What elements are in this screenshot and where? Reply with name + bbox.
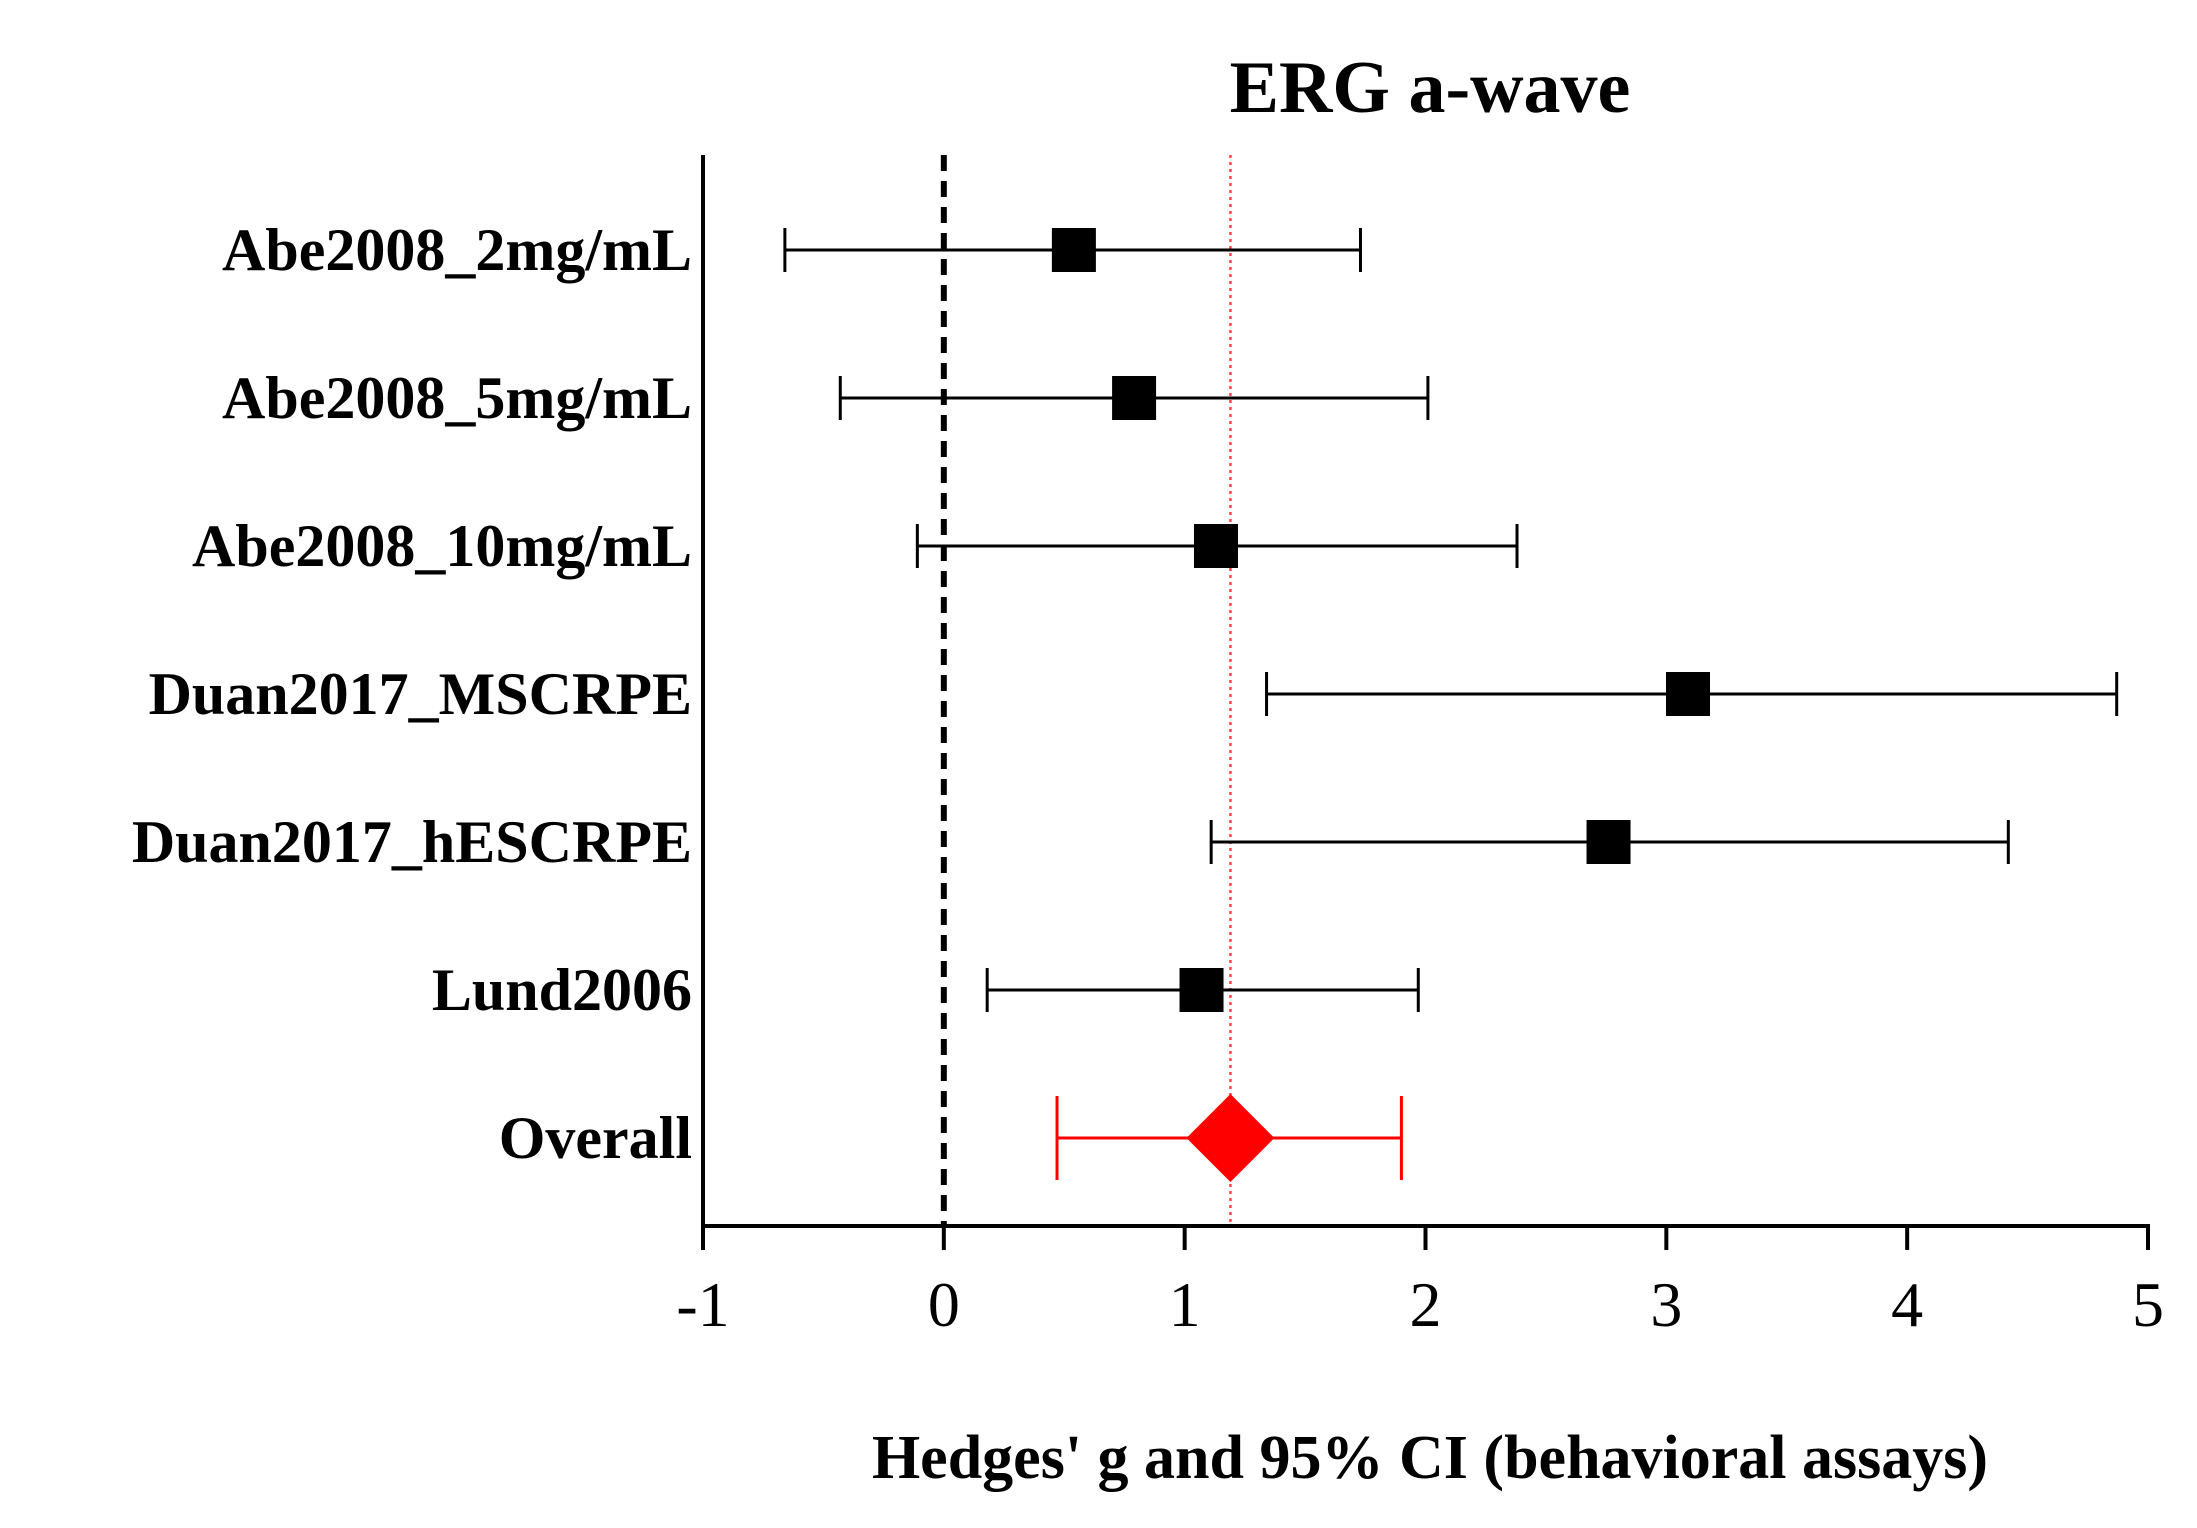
overall-label: Overall (499, 1105, 692, 1171)
study-duan2017-hescrpe-label: Duan2017_hESCRPE (132, 809, 692, 875)
study-duan2017-mscrpe-label: Duan2017_MSCRPE (149, 661, 692, 727)
x-tick-label-1: 1 (1169, 1269, 1201, 1340)
x-tick-label-2: 2 (1410, 1269, 1442, 1340)
study-duan2017-hescrpe-point-estimate (1586, 820, 1631, 864)
study-abe2008-10mg-ml-label: Abe2008_10mg/mL (192, 513, 692, 579)
x-tick-label-3: 3 (1650, 1269, 1682, 1340)
x-tick-label-5: 5 (2132, 1269, 2164, 1340)
study-lund2006-label: Lund2006 (432, 957, 692, 1023)
x-tick-label--1: -1 (676, 1269, 729, 1340)
x-tick-label-4: 4 (1891, 1269, 1923, 1340)
study-lund2006-point-estimate (1179, 968, 1224, 1012)
overall-point-estimate-diamond (1186, 1094, 1275, 1182)
study-abe2008-2mg-ml-label: Abe2008_2mg/mL (222, 217, 692, 283)
study-abe2008-5mg-ml-label: Abe2008_5mg/mL (222, 365, 692, 431)
chart-title: ERG a-wave (1230, 47, 1631, 129)
x-tick-label-0: 0 (928, 1269, 960, 1340)
study-abe2008-10mg-ml-point-estimate (1193, 524, 1238, 568)
study-abe2008-5mg-ml-point-estimate (1112, 376, 1157, 420)
x-axis-label: Hedges' g and 95% CI (behavioral assays) (872, 1424, 1988, 1492)
study-abe2008-2mg-ml-point-estimate (1051, 228, 1096, 272)
study-duan2017-mscrpe-point-estimate (1666, 672, 1711, 716)
